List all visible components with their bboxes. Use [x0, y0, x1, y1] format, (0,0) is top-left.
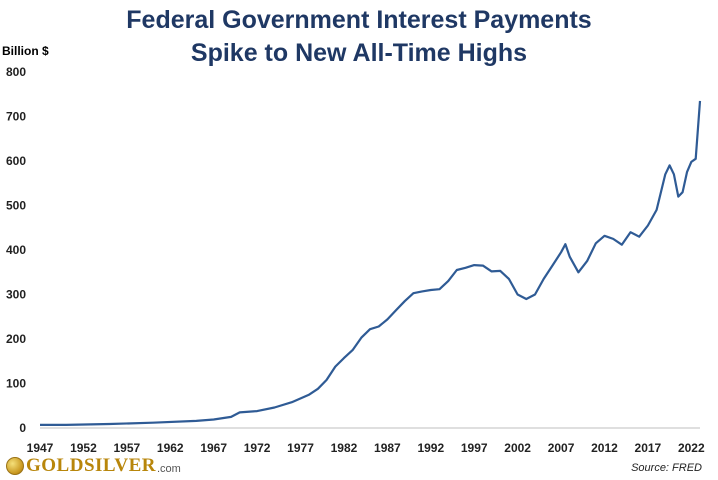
logo-wordmark: GOLDSILVER	[26, 455, 156, 476]
goldsilver-logo: GOLDSILVER .com	[6, 455, 181, 477]
x-tick-label: 2007	[548, 441, 575, 455]
y-axis-label: Billion $	[2, 44, 49, 58]
x-tick-label: 1962	[157, 441, 184, 455]
y-tick-label: 500	[6, 199, 26, 213]
chart-title-line-2: Spike to New All-Time Highs	[190, 39, 528, 67]
x-tick-label: 1972	[244, 441, 271, 455]
interest-payments-line	[40, 100, 702, 426]
x-tick-label: 2022	[678, 441, 705, 455]
source-note: Source: FRED	[631, 462, 702, 474]
x-tick-label: 1997	[461, 441, 488, 455]
y-tick-label: 400	[6, 243, 26, 257]
x-tick-label: 1987	[374, 441, 401, 455]
y-tick-label: 0	[19, 421, 26, 435]
y-axis: 0 100 200 300 400 500 600 700 800	[6, 65, 26, 435]
y-tick-label: 700	[6, 110, 26, 124]
x-tick-label: 1982	[331, 441, 358, 455]
y-tick-label: 100	[6, 377, 26, 391]
x-tick-label: 1992	[417, 441, 444, 455]
x-tick-label: 2012	[591, 441, 618, 455]
y-tick-label: 800	[6, 65, 26, 79]
y-tick-label: 600	[6, 154, 26, 168]
chart-title-line-1: Federal Government Interest Payments	[126, 6, 592, 34]
y-tick-label: 300	[6, 288, 26, 302]
x-tick-label: 1952	[70, 441, 97, 455]
x-tick-label: 2017	[635, 441, 662, 455]
x-tick-label: 1947	[27, 441, 54, 455]
coin-icon	[6, 457, 24, 475]
x-tick-label: 2002	[504, 441, 531, 455]
x-axis: 1947 1952 1957 1962 1967 1972 1977 1982 1987 1992…	[27, 441, 705, 455]
x-tick-label: 1957	[113, 441, 140, 455]
x-tick-label: 1967	[200, 441, 227, 455]
logo-domain: .com	[156, 462, 181, 475]
y-tick-label: 200	[6, 332, 26, 346]
x-tick-label: 1977	[287, 441, 314, 455]
